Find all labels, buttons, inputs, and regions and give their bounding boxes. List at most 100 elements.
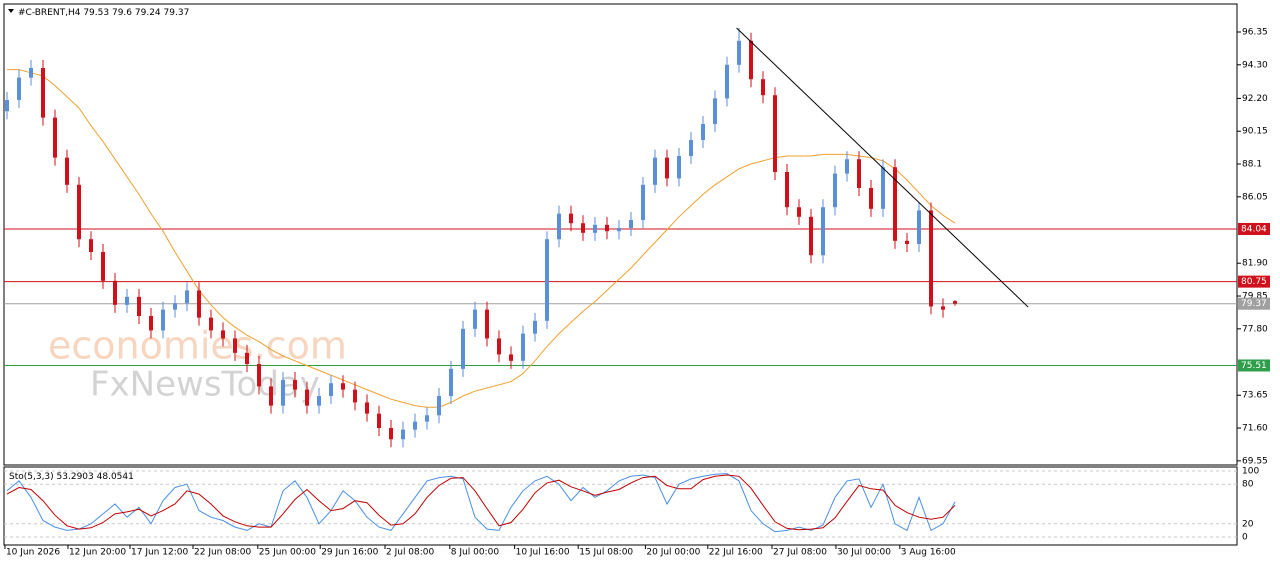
candle-body <box>677 156 681 179</box>
indicator-tick-label: 20 <box>1242 519 1254 529</box>
level-label-box <box>1238 275 1270 288</box>
y-tick-label: 88.1 <box>1242 160 1262 170</box>
y-tick-label: 77.80 <box>1242 324 1268 334</box>
candle-body <box>125 296 129 305</box>
y-tick-label: 90.15 <box>1242 127 1268 137</box>
level-label: 80.75 <box>1241 277 1267 287</box>
candle-body <box>317 396 321 406</box>
candle-body <box>89 239 93 253</box>
candle-body <box>533 320 537 334</box>
candle-body <box>917 210 921 245</box>
candle-body <box>521 333 525 361</box>
indicator-line <box>6 473 956 533</box>
x-tick-label: 15 Jul 08:00 <box>579 548 633 558</box>
candle-body <box>341 383 345 390</box>
y-tick-label: 71.60 <box>1242 424 1268 434</box>
level-label-box <box>1238 359 1270 372</box>
candle-body <box>569 213 573 224</box>
indicator-tick-label: 80 <box>1242 480 1254 490</box>
candle-body <box>437 396 441 416</box>
x-tick-label: 12 Jun 20:00 <box>69 548 126 558</box>
y-tick-label: 96.35 <box>1242 28 1268 38</box>
candle-body <box>773 95 777 173</box>
candle-body <box>857 159 861 189</box>
candle-body <box>389 428 393 440</box>
candle-body <box>209 317 213 331</box>
candle-body <box>545 239 549 321</box>
candle-body <box>629 220 633 229</box>
candle-body <box>365 402 369 414</box>
y-tick-label: 94.30 <box>1242 60 1268 70</box>
y-tick-label: 73.65 <box>1242 391 1268 401</box>
candle-body <box>833 173 837 208</box>
candle-body <box>293 380 297 390</box>
x-tick-label: 8 Jul 00:00 <box>451 548 500 558</box>
candle-body <box>497 338 501 355</box>
level-label: 75.51 <box>1241 361 1267 371</box>
candle-body <box>77 184 81 240</box>
x-tick-label: 20 Jul 00:00 <box>646 548 700 558</box>
current-price-label: 79.37 <box>1241 299 1267 309</box>
candle-body <box>65 157 69 185</box>
candle-body <box>29 68 33 78</box>
candle-body <box>461 328 465 369</box>
x-tick-label: 10 Jun 2026 <box>6 548 60 558</box>
candle-body <box>305 389 309 406</box>
candle-body <box>893 167 897 241</box>
watermark: FxNewsToday <box>90 365 320 405</box>
level-label-box <box>1238 222 1270 235</box>
candle-body <box>509 354 513 361</box>
y-tick-label: 79.85 <box>1242 292 1268 302</box>
candle-body <box>845 159 849 174</box>
candle-body <box>941 306 945 310</box>
candle-body <box>869 188 873 209</box>
level-label: 84.04 <box>1241 224 1267 234</box>
candle-body <box>725 64 729 99</box>
candle-body <box>809 216 813 256</box>
x-tick-label: 30 Jul 00:00 <box>837 548 891 558</box>
indicator-tick-label: 100 <box>1242 467 1259 477</box>
candle-body <box>41 68 45 118</box>
candle-body <box>233 338 237 353</box>
candle-body <box>173 303 177 310</box>
y-tick-label: 86.05 <box>1242 192 1268 202</box>
indicator-panel <box>3 466 1238 546</box>
candle-body <box>713 98 717 125</box>
candle-body <box>881 167 885 209</box>
candle-body <box>245 352 249 365</box>
candle-body <box>281 380 285 406</box>
candle-body <box>161 309 165 331</box>
candle-body <box>101 252 105 281</box>
candle-body <box>473 309 477 329</box>
candle-body <box>557 213 561 240</box>
moving-average <box>7 69 956 408</box>
candle-body <box>953 301 957 304</box>
symbol: #C-BRENT,H4 <box>18 8 81 18</box>
x-tick-label: 22 Jul 16:00 <box>709 548 763 558</box>
candle-body <box>113 280 117 305</box>
current-price-label-box <box>1238 297 1270 310</box>
menu-triangle[interactable] <box>8 9 14 13</box>
candle-body <box>761 79 765 96</box>
candle-body <box>689 140 693 157</box>
candle-body <box>665 157 669 179</box>
indicator-label: Sto(5,3,3) <box>9 472 54 482</box>
indicator-line <box>6 474 956 531</box>
candle-body <box>137 296 141 317</box>
candle-body <box>425 415 429 422</box>
candle-body <box>377 413 381 429</box>
indicator-header: Sto(5,3,3) 53.2903 48.0541 <box>9 472 134 482</box>
candle-body <box>929 210 933 307</box>
x-tick-label: 2 Jul 08:00 <box>386 548 435 558</box>
x-tick-label: 22 Jun 08:00 <box>194 548 251 558</box>
candle-body <box>401 429 405 440</box>
main-panel <box>3 3 1238 466</box>
x-tick-label: 17 Jun 12:00 <box>131 548 188 558</box>
candle-body <box>149 316 153 331</box>
candle-body <box>257 364 261 387</box>
x-tick-label: 27 Jul 08:00 <box>773 548 827 558</box>
x-tick-label: 25 Jun 00:00 <box>259 548 316 558</box>
candle-body <box>905 240 909 245</box>
